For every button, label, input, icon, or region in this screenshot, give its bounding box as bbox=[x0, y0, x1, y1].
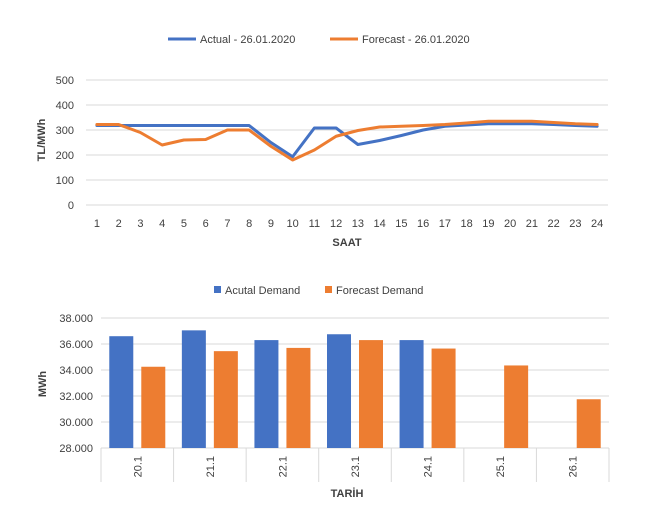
forecast-demand-bar bbox=[213, 351, 238, 448]
line-chart-y-axis-title: TL/MWh bbox=[36, 118, 48, 161]
line-chart-x-tick-label: 8 bbox=[246, 218, 252, 230]
line-chart-y-tick-label: 400 bbox=[56, 100, 74, 112]
line-chart-y-tick-label: 500 bbox=[56, 75, 74, 87]
line-legend-label: Forecast - 26.01.2020 bbox=[362, 34, 470, 46]
bar-chart-x-tick-label: 23.1 bbox=[350, 456, 362, 477]
bar-chart-x-tick-label: 22.1 bbox=[277, 456, 289, 477]
demand-bar-chart: Acutal Demand Forecast Demand 28.000 30.00… bbox=[37, 285, 610, 500]
line-series-forecast bbox=[95, 119, 599, 162]
bar-chart-y-tick-labels: 28.000 30.000 32.000 34.000 36.000 38.000 bbox=[59, 313, 93, 455]
bar-legend-label: Forecast Demand bbox=[336, 285, 423, 297]
line-chart-y-tick-label: 100 bbox=[56, 175, 74, 187]
line-chart-x-tick-label: 11 bbox=[309, 218, 320, 230]
bar-chart-x-tick-label: 25.1 bbox=[495, 456, 507, 477]
forecast-demand-bar bbox=[286, 347, 311, 448]
line-chart-x-tick-label: 18 bbox=[461, 218, 473, 230]
bar-chart-x-tick-labels: 20.1 21.1 22.1 23.1 24.1 25.1 26.1 bbox=[132, 456, 579, 477]
forecast-demand-bar bbox=[141, 366, 166, 448]
line-chart-x-axis-title: SAAT bbox=[332, 237, 361, 249]
line-chart-x-tick-label: 14 bbox=[374, 218, 386, 230]
line-chart-x-tick-label: 23 bbox=[569, 218, 581, 230]
forecast-demand-bar bbox=[359, 340, 383, 448]
line-chart-x-tick-label: 3 bbox=[137, 218, 143, 230]
line-chart-x-tick-label: 17 bbox=[439, 218, 451, 230]
line-legend-label: Actual - 26.01.2020 bbox=[200, 34, 295, 46]
line-chart-y-tick-label: 300 bbox=[56, 125, 74, 137]
line-series-actual bbox=[95, 122, 599, 159]
bar-chart-x-tick-label: 26.1 bbox=[568, 456, 580, 477]
bar-chart-x-tick-label: 20.1 bbox=[132, 456, 144, 477]
actual-demand-bar bbox=[109, 336, 134, 448]
line-chart-x-tick-label: 16 bbox=[417, 218, 429, 230]
price-line-chart: Actual - 26.01.2020 Forecast - 26.01.2020… bbox=[36, 34, 608, 249]
line-chart-x-tick-label: 13 bbox=[352, 218, 364, 230]
forecast-demand-bar bbox=[504, 365, 529, 448]
bar-chart-y-tick-label: 28.000 bbox=[59, 443, 93, 455]
line-chart-legend: Actual - 26.01.2020 Forecast - 26.01.2020 bbox=[168, 34, 470, 46]
bar-chart-legend: Acutal Demand Forecast Demand bbox=[214, 285, 423, 297]
line-chart-x-tick-label: 1 bbox=[94, 218, 100, 230]
forecast-demand-bar bbox=[576, 399, 601, 448]
forecast-demand-bar bbox=[431, 348, 456, 448]
actual-demand-bar bbox=[254, 340, 279, 448]
bar-chart-y-axis-title: MWh bbox=[37, 371, 49, 398]
bar-chart-x-tick-label: 24.1 bbox=[423, 456, 435, 477]
bar-chart-bars bbox=[109, 330, 601, 448]
bar-chart-y-tick-label: 36.000 bbox=[59, 339, 93, 351]
line-chart-x-tick-label: 5 bbox=[181, 218, 187, 230]
line-chart-x-tick-label: 4 bbox=[159, 218, 165, 230]
line-chart-x-tick-label: 24 bbox=[591, 218, 603, 230]
line-chart-y-tick-label: 0 bbox=[68, 200, 74, 212]
bar-chart-y-tick-label: 30.000 bbox=[59, 417, 93, 429]
line-chart-x-tick-label: 2 bbox=[116, 218, 122, 230]
line-chart-x-tick-label: 9 bbox=[268, 218, 274, 230]
line-chart-series bbox=[95, 119, 599, 162]
line-chart-x-tick-label: 20 bbox=[504, 218, 516, 230]
actual-demand-bar bbox=[181, 330, 206, 448]
bar-legend-label: Acutal Demand bbox=[225, 285, 300, 297]
line-chart-y-tick-label: 200 bbox=[56, 150, 74, 162]
bar-chart-y-tick-label: 32.000 bbox=[59, 391, 93, 403]
bar-chart-x-axis-title: TARİH bbox=[331, 487, 364, 500]
actual-demand-bar bbox=[399, 340, 424, 448]
line-chart-x-tick-label: 12 bbox=[330, 218, 342, 230]
bar-legend-swatch bbox=[214, 286, 221, 293]
line-chart-y-tick-labels: 0 100 200 300 400 500 bbox=[56, 75, 74, 212]
line-chart-x-tick-labels: 1 2 3 4 5 6 7 8 9 10 11 12 13 14 15 16 17 18 19 20 21 22 23 24 bbox=[94, 218, 603, 230]
line-chart-x-tick-label: 19 bbox=[482, 218, 494, 230]
line-chart-x-tick-label: 15 bbox=[395, 218, 407, 230]
line-chart-gridlines bbox=[86, 79, 608, 206]
actual-demand-bar bbox=[327, 334, 351, 448]
bar-chart-y-tick-label: 34.000 bbox=[59, 365, 93, 377]
bar-chart-y-tick-label: 38.000 bbox=[59, 313, 93, 325]
line-chart-x-tick-label: 10 bbox=[287, 218, 299, 230]
line-chart-x-tick-label: 21 bbox=[526, 218, 538, 230]
line-chart-x-tick-label: 22 bbox=[548, 218, 560, 230]
bar-legend-swatch bbox=[325, 286, 332, 293]
line-chart-x-tick-label: 6 bbox=[203, 218, 209, 230]
line-chart-x-tick-label: 7 bbox=[224, 218, 230, 230]
bar-chart-x-tick-label: 21.1 bbox=[205, 456, 217, 477]
